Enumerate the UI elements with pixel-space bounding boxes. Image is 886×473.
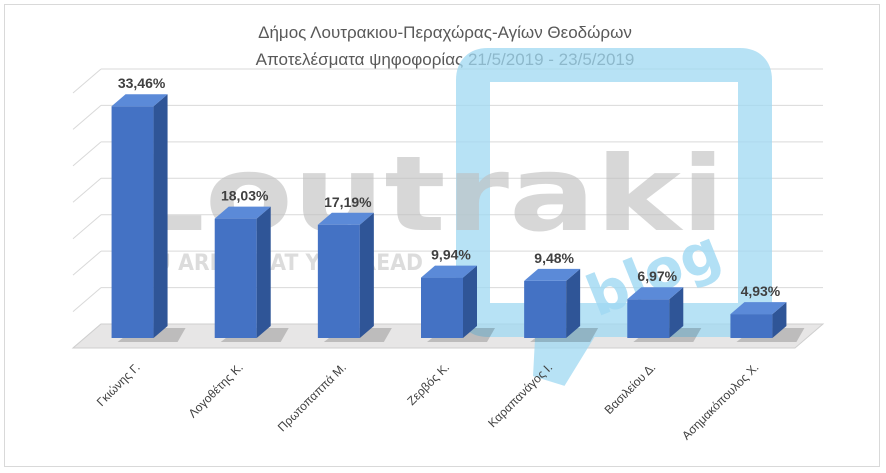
bar-top xyxy=(421,265,477,278)
bar xyxy=(214,206,289,342)
watermark-logo-text: Loutraki xyxy=(123,133,725,255)
gridline-side xyxy=(72,105,102,130)
category-axis: Γκιώνης Γ. Λογοθέτης Κ. Πρωτοπαππά Μ. Ζερβό… xyxy=(94,360,762,442)
gridline-side xyxy=(72,287,102,312)
bar xyxy=(111,94,186,342)
bar-front xyxy=(627,299,670,338)
bar xyxy=(730,302,805,342)
bar-side xyxy=(772,302,787,338)
bar-top xyxy=(524,268,581,281)
bar-top xyxy=(111,94,168,107)
bar-side xyxy=(256,206,271,338)
category-tick-label: Καραπανάγος Ι. xyxy=(485,360,555,430)
bar-side xyxy=(359,212,374,338)
bar-front xyxy=(214,218,257,338)
data-labels: 33,46% 18,03% 17,19% 9,94% 9,48% 6,97% 4,93% xyxy=(118,75,781,299)
category-tick-label: Λογοθέτης Κ. xyxy=(186,360,246,420)
data-label: 18,03% xyxy=(221,188,269,204)
bars xyxy=(111,94,805,342)
bar-front xyxy=(421,277,463,338)
gridline-side xyxy=(72,68,102,94)
bar-chart: Δήμος Λουτρακιου-Περαχώρας-Αγίων Θεοδώρω… xyxy=(71,23,825,443)
bar xyxy=(317,212,392,342)
bar-front xyxy=(730,314,773,338)
bar-top xyxy=(317,212,374,225)
data-label: 17,19% xyxy=(324,194,372,210)
bar xyxy=(524,268,599,342)
data-label: 33,46% xyxy=(118,75,166,91)
data-label: 9,48% xyxy=(534,250,574,266)
category-tick-label: Ασημακόπουλος Χ. xyxy=(679,360,761,442)
category-tick-label: Βασιλείου Δ. xyxy=(602,360,659,417)
bar-top xyxy=(627,287,684,300)
bar-side xyxy=(153,94,168,338)
chart-title-line-1: Δήμος Λουτρακιου-Περαχώρας-Αγίων Θεοδώρω… xyxy=(258,23,632,42)
bar xyxy=(627,287,702,342)
bar-front xyxy=(317,224,360,338)
gridline-side xyxy=(72,141,102,167)
bar-side xyxy=(669,287,684,338)
data-label: 4,93% xyxy=(741,283,781,299)
bar xyxy=(421,265,495,342)
bar-top xyxy=(214,206,271,219)
category-tick-label: Ζερβός Κ. xyxy=(404,360,452,408)
bar-side xyxy=(463,265,477,338)
data-label: 6,97% xyxy=(637,268,677,284)
bar-side xyxy=(566,268,581,338)
bar-front xyxy=(524,280,567,338)
category-tick-label: Πρωτοπαππά Μ. xyxy=(275,360,349,434)
bar-front xyxy=(111,106,154,338)
chart-frame: Δήμος Λουτρακιου-Περαχώρας-Αγίων Θεοδώρω… xyxy=(4,4,880,467)
gridline-side xyxy=(72,250,102,276)
data-label: 9,94% xyxy=(431,247,471,263)
gridline-side xyxy=(72,214,102,240)
category-tick-label: Γκιώνης Γ. xyxy=(94,360,143,409)
gridline-side xyxy=(72,177,102,203)
bar-top xyxy=(730,302,787,315)
